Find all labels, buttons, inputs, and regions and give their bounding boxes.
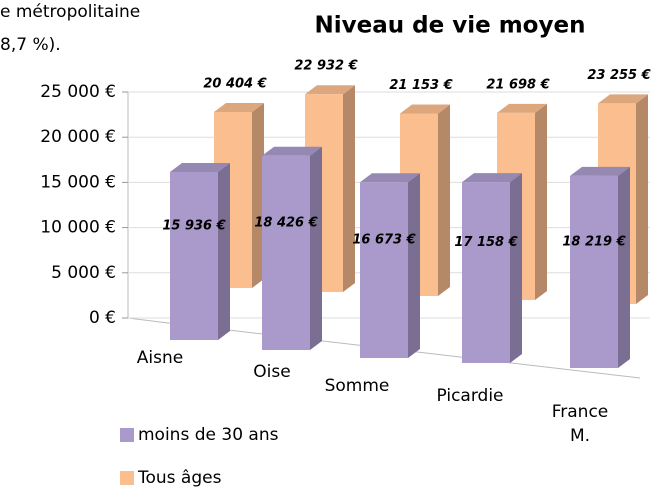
y-tick-label: 15 000 € <box>40 172 116 192</box>
x-tick-label: Oise <box>253 362 290 382</box>
bar-face <box>570 166 630 176</box>
legend-label: Tous âges <box>137 468 222 487</box>
bar <box>360 173 420 358</box>
x-tick-label: Somme <box>325 376 390 396</box>
value-label: 21 153 € <box>389 78 452 93</box>
value-label: 18 426 € <box>254 215 317 230</box>
y-tick-label: 0 € <box>89 308 116 328</box>
context-text: 8,7 %). <box>0 35 61 55</box>
bar-face <box>310 146 322 350</box>
y-tick-label: 20 000 € <box>40 127 116 147</box>
bar <box>570 166 630 368</box>
bar-face <box>462 173 522 183</box>
x-tick-label: Aisne <box>137 348 183 368</box>
legend-label: moins de 30 ans <box>138 425 279 445</box>
bar-face <box>305 85 355 95</box>
x-tick-label: Picardie <box>436 386 503 406</box>
bar-face <box>618 166 630 368</box>
value-label: 21 698 € <box>486 77 549 92</box>
bar-face <box>360 173 420 183</box>
bar-face <box>214 103 264 112</box>
bar-face <box>262 155 310 350</box>
bar-face <box>360 182 408 358</box>
value-label: 15 936 € <box>162 219 225 234</box>
bar-face <box>438 104 450 296</box>
value-label: 17 158 € <box>454 235 517 250</box>
y-tick-label: 5 000 € <box>51 263 116 283</box>
value-label: 22 932 € <box>294 59 357 74</box>
chart-title: Niveau de vie moyen <box>315 13 586 39</box>
bar-face <box>343 85 355 292</box>
bar-face <box>218 163 230 340</box>
bar <box>170 163 230 340</box>
bar-face <box>636 94 648 304</box>
bar <box>262 146 322 350</box>
bar <box>462 173 522 363</box>
y-tick-label: 25 000 € <box>40 82 116 102</box>
bar-face <box>252 103 264 288</box>
legend-swatch <box>120 428 134 442</box>
value-label: 16 673 € <box>352 233 415 248</box>
bar-face <box>170 163 230 172</box>
legend-swatch <box>120 471 134 485</box>
bar-face <box>408 173 420 358</box>
bar-face <box>570 175 618 368</box>
bar-face <box>598 94 648 104</box>
context-text: e métropolitaine <box>0 2 140 22</box>
bar-face <box>262 146 322 156</box>
bar-face <box>510 173 522 363</box>
value-label: 18 219 € <box>562 234 625 249</box>
x-tick-label: France M. <box>552 402 609 446</box>
y-tick-label: 10 000 € <box>40 218 116 238</box>
bar-face <box>462 182 510 363</box>
value-label: 20 404 € <box>203 77 266 92</box>
bar-face <box>497 103 547 113</box>
bar-face <box>535 103 547 301</box>
bar-face <box>170 172 218 340</box>
bar-face <box>400 104 450 114</box>
value-label: 23 255 € <box>587 68 650 83</box>
